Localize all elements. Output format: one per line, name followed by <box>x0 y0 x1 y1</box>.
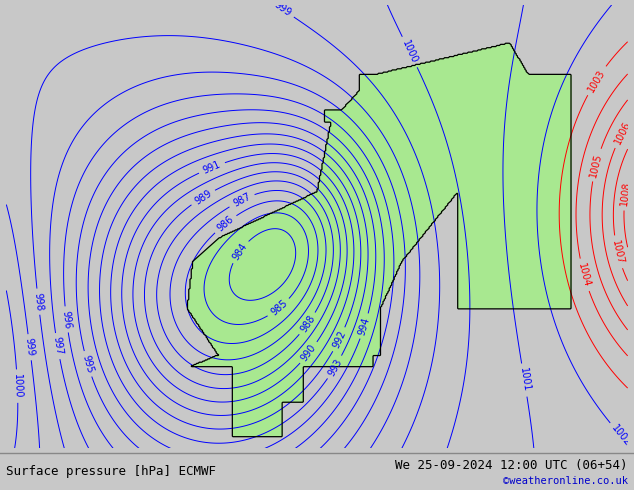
Text: 998: 998 <box>32 292 44 311</box>
Text: 995: 995 <box>81 354 95 374</box>
Text: 994: 994 <box>357 316 372 336</box>
Text: Surface pressure [hPa] ECMWF: Surface pressure [hPa] ECMWF <box>6 465 216 478</box>
Text: 990: 990 <box>299 343 318 363</box>
Text: 1006: 1006 <box>612 120 632 146</box>
Text: 996: 996 <box>60 310 72 329</box>
Text: 986: 986 <box>215 214 236 234</box>
Text: 1000: 1000 <box>12 374 23 398</box>
Text: 988: 988 <box>299 313 317 334</box>
Text: 991: 991 <box>202 159 222 176</box>
Text: 984: 984 <box>230 241 249 262</box>
Text: 989: 989 <box>193 188 214 206</box>
Text: ©weatheronline.co.uk: ©weatheronline.co.uk <box>503 476 628 486</box>
Text: 987: 987 <box>231 192 252 209</box>
Text: 992: 992 <box>331 329 347 350</box>
Text: 999: 999 <box>23 338 36 357</box>
Text: 1002: 1002 <box>610 423 633 449</box>
Text: 997: 997 <box>51 336 64 356</box>
Text: 1001: 1001 <box>517 367 531 393</box>
Text: 1004: 1004 <box>576 262 592 288</box>
Text: 993: 993 <box>326 357 344 378</box>
Text: 1003: 1003 <box>586 68 607 94</box>
Text: 1007: 1007 <box>610 239 625 265</box>
Text: 1008: 1008 <box>619 181 632 207</box>
Text: 985: 985 <box>269 298 289 318</box>
Text: 1000: 1000 <box>400 39 419 65</box>
Text: 1005: 1005 <box>588 152 604 178</box>
Text: We 25-09-2024 12:00 UTC (06+54): We 25-09-2024 12:00 UTC (06+54) <box>395 459 628 472</box>
Text: 999: 999 <box>272 0 293 19</box>
